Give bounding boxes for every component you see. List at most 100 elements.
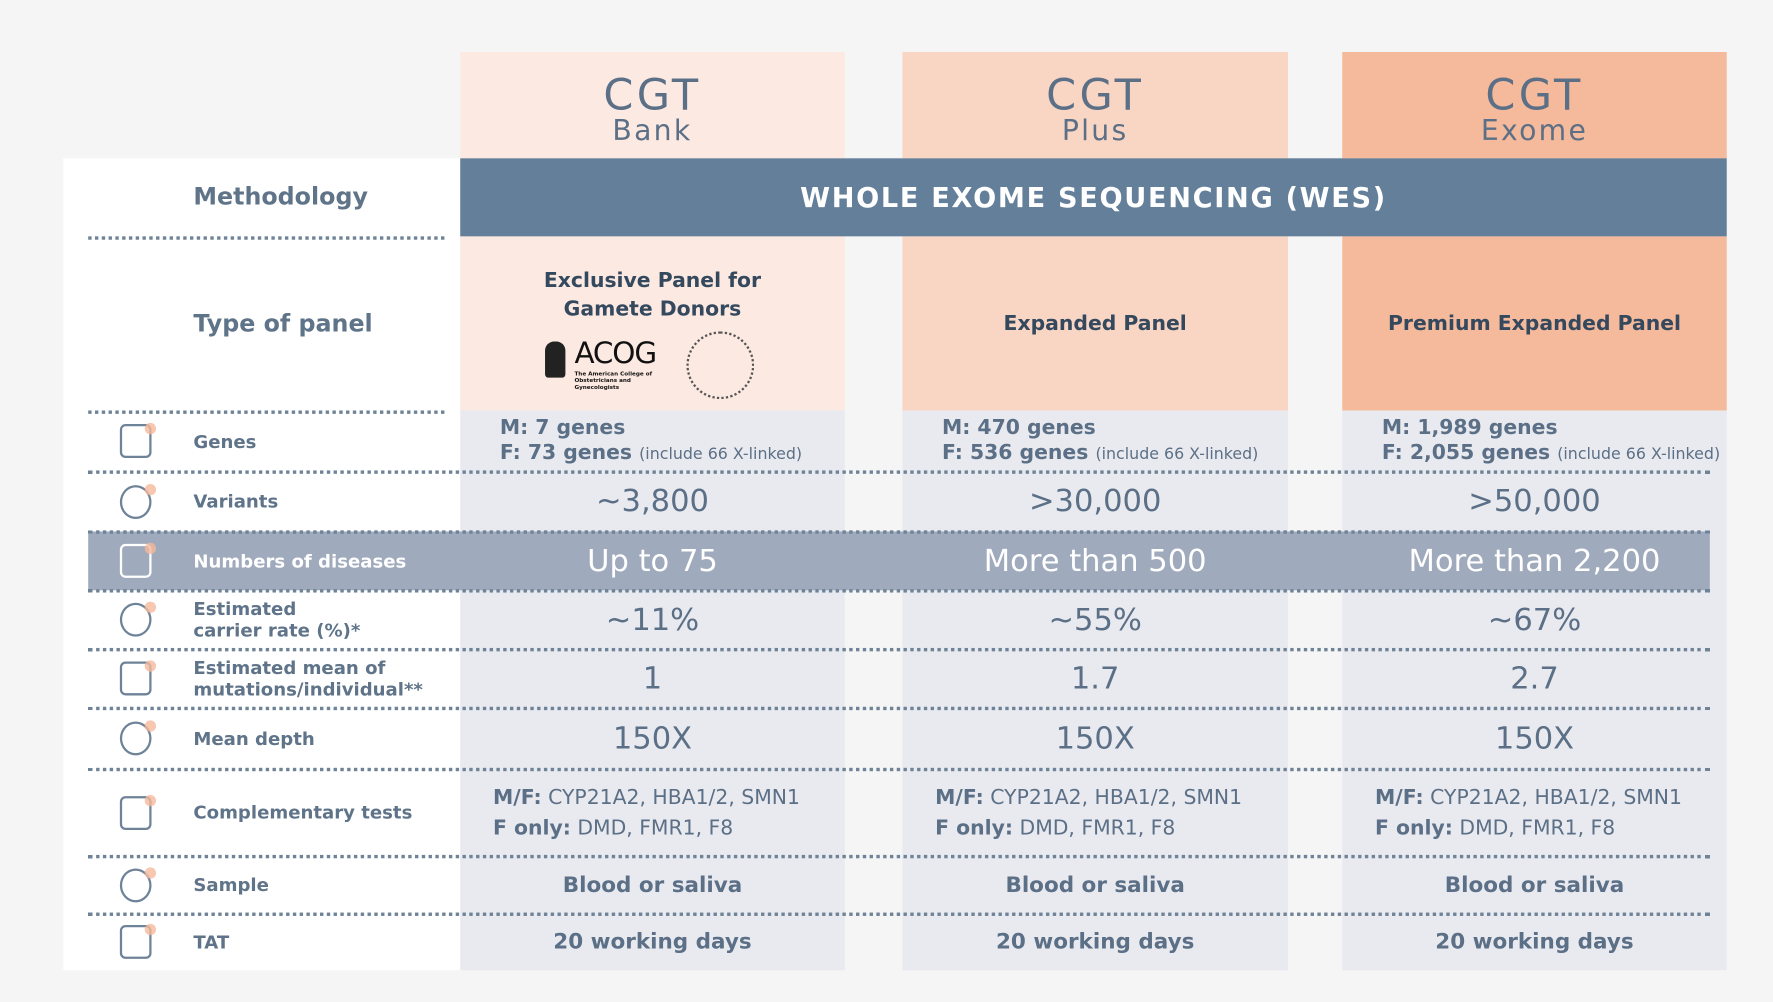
product-variant: Bank <box>612 114 693 148</box>
row-icon <box>119 795 152 830</box>
row-label-line: mutations/individual** <box>193 678 423 700</box>
tests-female-label: F only: <box>935 815 1014 840</box>
row-label-line: Estimated <box>193 598 297 620</box>
genes-female-count: F: 536 genes <box>941 440 1089 465</box>
genes-cell: M: 1,989 genes F: 2,055 genes (include 66… <box>1382 410 1720 471</box>
product-variant: Plus <box>1061 114 1129 148</box>
product-name: CGT <box>603 70 702 120</box>
acog-logo: ACOG The American College of Obstetrician… <box>541 337 677 394</box>
genes-male: M: 7 genes <box>499 415 626 440</box>
row-icon-accent <box>144 794 157 806</box>
row-icon-accent <box>144 542 157 555</box>
tests-both-label: M/F: <box>493 785 542 810</box>
genes-cell: M: 7 genes F: 73 genes (include 66 X-link… <box>500 410 802 471</box>
row-icon-accent <box>144 422 157 435</box>
row-label: Type of panel <box>193 309 373 337</box>
separator <box>88 854 1710 859</box>
cell-value: 1.7 <box>1070 660 1120 697</box>
panel-cell: Expanded Panel <box>902 236 1288 411</box>
panel-type: Expanded Panel <box>1003 311 1187 336</box>
separator <box>88 236 445 240</box>
row-icon-accent <box>144 660 157 672</box>
row-label: Variants <box>193 490 279 513</box>
tests-cell: M/F: CYP21A2, HBA1/2, SMN1 F only: DMD, F… <box>1375 769 1682 856</box>
cell-value: 2.7 <box>1510 660 1559 697</box>
logo-name: ACOG <box>574 336 657 371</box>
panel-cell: Premium Expanded Panel <box>1342 236 1727 411</box>
cell-value: ~55% <box>1048 602 1142 638</box>
cell-value: >50,000 <box>1468 483 1601 520</box>
cell-value: 150X <box>612 720 693 756</box>
row-icon <box>119 867 152 902</box>
cell-value: 150X <box>1494 720 1575 756</box>
row-label: TAT <box>193 931 230 953</box>
tests-both-label: M/F: <box>935 785 984 810</box>
sef-logo <box>686 331 755 400</box>
column-header: CGT Exome <box>1342 52 1727 159</box>
cell-value: More than 500 <box>983 543 1207 579</box>
genes-note: (include 66 X-linked) <box>1557 444 1721 464</box>
tests-female-label: F only: <box>1375 815 1453 840</box>
row-icon-accent <box>144 601 157 613</box>
tests-female-label: F only: <box>493 815 571 840</box>
tests-both-list: CYP21A2, HBA1/2, SMN1 <box>990 785 1243 810</box>
column-body <box>460 410 845 971</box>
genes-note: (include 66 X-linked) <box>639 444 803 464</box>
highlight-band <box>88 531 1710 591</box>
row-icon <box>119 924 152 959</box>
separator <box>88 530 1710 534</box>
logo-figure <box>545 341 566 378</box>
row-label-line: carrier rate (%)* <box>193 619 361 642</box>
cell-value: ~11% <box>605 602 700 638</box>
tests-both-label: M/F: <box>1375 785 1424 810</box>
row-label: Numbers of diseases <box>193 550 407 572</box>
row-icon-accent <box>144 866 157 879</box>
genes-female: F: 73 genes (include 66 X-linked) <box>500 440 802 466</box>
column-header: CGT Bank <box>460 52 845 159</box>
tests-female: F only: DMD, FMR1, F8 <box>935 812 1242 843</box>
cell-value: Blood or saliva <box>1444 872 1625 898</box>
tests-cell: M/F: CYP21A2, HBA1/2, SMN1 F only: DMD, F… <box>493 769 800 856</box>
row-label: Methodology <box>193 183 368 211</box>
cell-value: 20 working days <box>553 929 752 955</box>
row-icon-accent <box>144 720 157 732</box>
logo-caption: The American College of Obstetricians an… <box>574 370 653 392</box>
row-icon <box>119 484 152 519</box>
column-body <box>902 410 1288 971</box>
tests-cell: M/F: CYP21A2, HBA1/2, SMN1 F only: DMD, F… <box>935 769 1242 856</box>
cell-value: More than 2,200 <box>1408 543 1661 579</box>
genes-female-count: F: 2,055 genes <box>1381 440 1551 465</box>
separator <box>88 470 1710 474</box>
row-label: Estimated mean of mutations/individual** <box>193 649 423 708</box>
row-label: Estimated carrier rate (%)* <box>193 590 360 649</box>
panel-type: Exclusive Panel for Gamete Donors <box>543 269 762 322</box>
column-body <box>1342 410 1727 971</box>
product-name: CGT <box>1046 70 1145 120</box>
tests-both: M/F: CYP21A2, HBA1/2, SMN1 <box>493 782 800 813</box>
cell-value: Blood or saliva <box>562 872 743 898</box>
row-icon-accent <box>144 483 157 495</box>
row-label: Complementary tests <box>193 801 413 824</box>
row-label: Mean depth <box>193 727 315 750</box>
panel-cell: Exclusive Panel for Gamete Donors <box>460 236 845 411</box>
column-header: CGT Plus <box>902 52 1288 159</box>
tests-female: F only: DMD, FMR1, F8 <box>493 812 800 843</box>
genes-female: F: 2,055 genes (include 66 X-linked) <box>1382 440 1720 466</box>
cell-value: ~3,800 <box>595 483 709 520</box>
cell-value: >30,000 <box>1028 483 1162 520</box>
row-icon <box>119 543 152 578</box>
methodology-bar: WHOLE EXOME SEQUENCING (WES) <box>460 158 1727 237</box>
genes-cell: M: 470 genes F: 536 genes (include 66 X-l… <box>942 410 1258 471</box>
row-icon <box>119 602 152 637</box>
separator <box>88 647 1710 652</box>
panel-type: Premium Expanded Panel <box>1388 311 1681 336</box>
tests-female-list: DMD, FMR1, F8 <box>1019 815 1176 840</box>
cell-value: ~67% <box>1487 602 1582 638</box>
genes-note: (include 66 X-linked) <box>1095 444 1259 464</box>
separator <box>88 706 1710 711</box>
row-icon-accent <box>144 923 157 936</box>
genes-female-count: F: 73 genes <box>499 440 633 465</box>
tests-female-list: DMD, FMR1, F8 <box>1459 815 1616 840</box>
product-name: CGT <box>1485 70 1584 120</box>
